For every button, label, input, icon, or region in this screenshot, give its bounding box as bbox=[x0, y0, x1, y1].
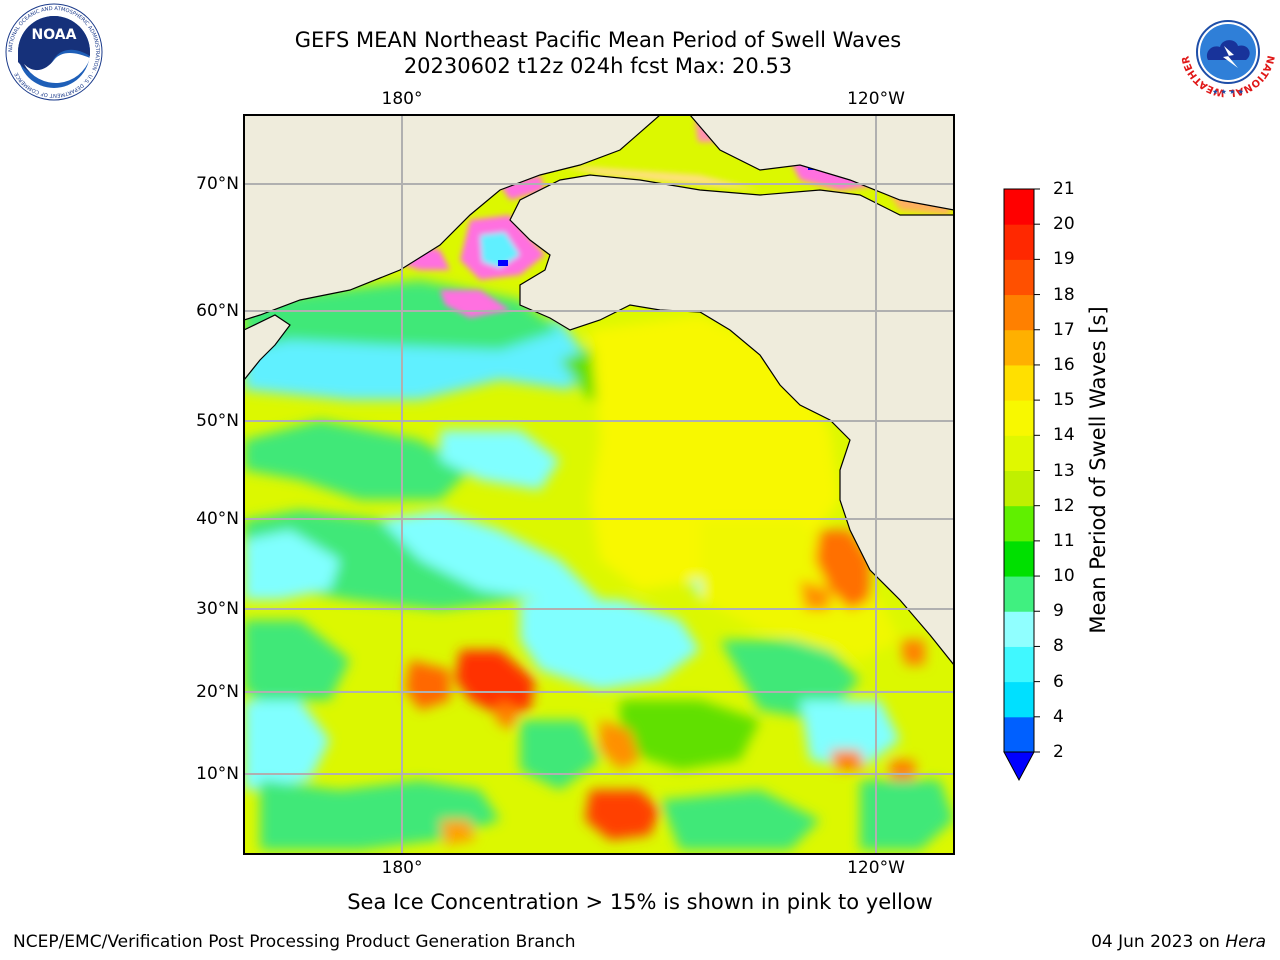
colorbar-segment bbox=[1004, 505, 1034, 542]
colorbar-segment bbox=[1004, 364, 1034, 401]
colorbar-segment bbox=[1004, 646, 1034, 683]
colorbar-tick-label: 19 bbox=[1053, 249, 1075, 270]
colorbar-segment bbox=[1004, 329, 1034, 366]
colorbar-label: Mean Period of Swell Waves [s] bbox=[1086, 306, 1110, 634]
colorbar-tick-label: 11 bbox=[1053, 530, 1075, 551]
colorbar-tick-label: 4 bbox=[1053, 706, 1064, 727]
colorbar-tick-label: 15 bbox=[1053, 390, 1075, 411]
colorbar-tick-label: 9 bbox=[1053, 601, 1064, 622]
land bbox=[244, 115, 954, 666]
colorbar-tick-label: 13 bbox=[1053, 460, 1075, 481]
lat-tick-10n: 10°N bbox=[196, 764, 239, 784]
colorbar-segment bbox=[1004, 259, 1034, 296]
colorbar-tick-label: 2 bbox=[1053, 742, 1064, 762]
map-frame bbox=[243, 114, 955, 855]
colorbar-segment bbox=[1004, 294, 1034, 331]
colorbar-segment bbox=[1004, 611, 1034, 647]
noaa-logo: NOAA NATIONAL OCEANIC AND ATMOSPHERIC AD… bbox=[5, 3, 103, 101]
lat-tick-20n: 20°N bbox=[196, 682, 239, 702]
colorbar-tick-label: 12 bbox=[1053, 495, 1075, 516]
colorbar-tick-label: 8 bbox=[1053, 636, 1064, 657]
colorbar bbox=[1003, 188, 1040, 782]
lat-tick-50n: 50°N bbox=[196, 411, 239, 431]
chart-title: GEFS MEAN Northeast Pacific Mean Period … bbox=[294, 28, 902, 52]
svg-text:★ ★ ★ ★: ★ ★ ★ ★ bbox=[1212, 88, 1244, 96]
footer-host: Hera bbox=[1225, 932, 1266, 952]
graticule bbox=[244, 115, 954, 854]
colorbar-segment bbox=[1004, 224, 1034, 260]
lon-tick-top-180: 180° bbox=[381, 89, 423, 109]
colorbar-segment bbox=[1004, 189, 1034, 225]
lat-tick-30n: 30°N bbox=[196, 599, 239, 619]
colorbar-segment bbox=[1004, 716, 1034, 753]
noaa-logo-text: NOAA bbox=[32, 27, 77, 43]
chart-subtitle: 20230602 t12z 024h fcst Max: 20.53 bbox=[403, 54, 793, 78]
colorbar-segment bbox=[1004, 470, 1034, 507]
nws-logo: NATIONAL WEATHER SERVICE ★ ★ ★ ★ bbox=[1178, 0, 1276, 98]
footer-credit: NCEP/EMC/Verification Post Processing Pr… bbox=[13, 932, 576, 952]
colorbar-segment bbox=[1004, 435, 1034, 471]
map-field bbox=[244, 115, 954, 854]
colorbar-segment bbox=[1004, 681, 1034, 718]
colorbar-segment bbox=[1004, 540, 1034, 577]
colorbar-tick-label: 20 bbox=[1053, 214, 1075, 235]
colorbar-under-arrow bbox=[1003, 751, 1035, 782]
colorbar-tick-label: 21 bbox=[1053, 179, 1075, 199]
colorbar-segment bbox=[1004, 576, 1034, 612]
colorbar-tick-label: 18 bbox=[1053, 284, 1075, 305]
footer-date-text: 04 Jun 2023 on bbox=[1091, 932, 1226, 952]
lat-tick-60n: 60°N bbox=[196, 301, 239, 321]
colorbar-tick-label: 16 bbox=[1053, 354, 1075, 375]
colorbar-tick-label: 10 bbox=[1053, 566, 1075, 587]
colorbar-segment bbox=[1004, 400, 1034, 436]
lon-tick-bottom-120w: 120°W bbox=[847, 858, 905, 878]
colorbar-tick-label: 14 bbox=[1053, 425, 1075, 446]
footer-date: 04 Jun 2023 on Hera bbox=[1091, 932, 1266, 952]
lat-tick-40n: 40°N bbox=[196, 509, 239, 529]
lon-tick-bottom-180: 180° bbox=[381, 858, 423, 878]
lat-tick-70n: 70°N bbox=[196, 174, 239, 194]
sea-ice-caption: Sea Ice Concentration > 15% is shown in … bbox=[347, 890, 933, 914]
colorbar-tick-label: 6 bbox=[1053, 671, 1064, 692]
lon-tick-top-120w: 120°W bbox=[847, 89, 905, 109]
colorbar-tick-label: 17 bbox=[1053, 319, 1075, 340]
